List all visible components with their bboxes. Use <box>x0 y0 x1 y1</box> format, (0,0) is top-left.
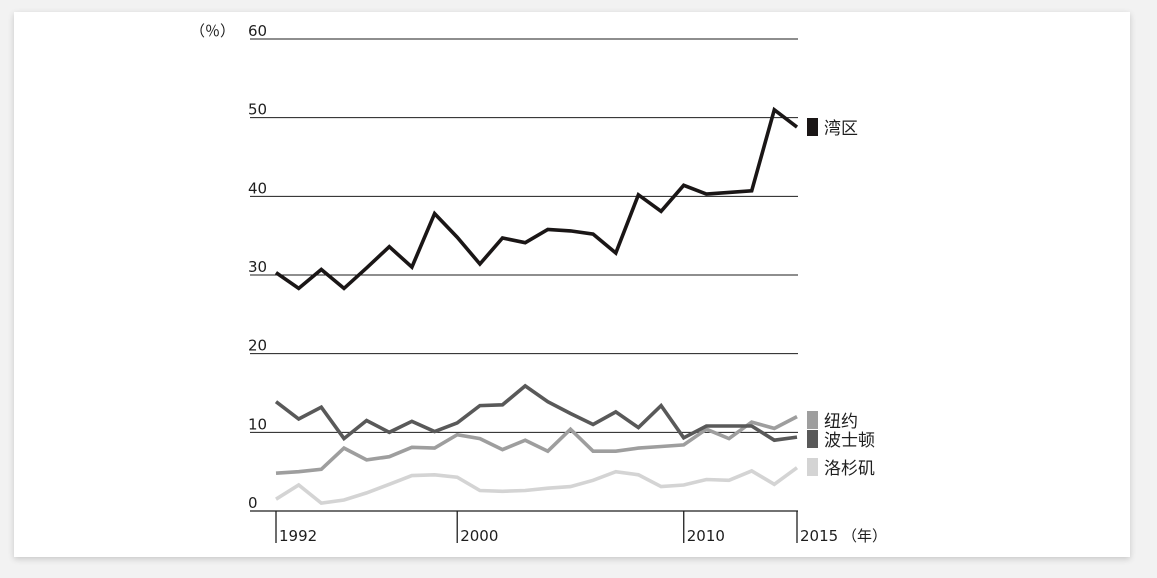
y-tick-label: 20 <box>248 337 267 355</box>
x-tick-label: 2000 <box>460 527 498 545</box>
x-unit-label: （年） <box>842 527 887 545</box>
series-line-0 <box>274 106 799 291</box>
y-tick-label: 10 <box>248 415 267 433</box>
series-line-1 <box>275 415 798 475</box>
legend-swatch <box>807 458 818 476</box>
legend-label: 波士顿 <box>824 431 875 451</box>
y-unit-label: （％） <box>190 22 235 40</box>
legend-label: 纽约 <box>824 412 858 432</box>
x-tick-label: 2010 <box>687 527 725 545</box>
legend-swatch <box>807 411 818 429</box>
y-tick-label: 60 <box>248 22 267 40</box>
legend-swatch <box>807 430 818 448</box>
legend-label: 湾区 <box>824 119 858 139</box>
x-tick-label: 2015 <box>800 527 838 545</box>
y-tick-label: 40 <box>248 179 267 197</box>
y-tick-label: 30 <box>248 258 267 276</box>
y-tick-label: 50 <box>248 101 267 119</box>
series-lines <box>274 106 799 505</box>
series-line-3 <box>275 466 799 505</box>
chart-card <box>14 12 1130 557</box>
axes: 0 10 20 30 40 50 60 1992 2000 2010 2015 <box>248 22 838 545</box>
y-tick-label: 0 <box>248 494 258 512</box>
x-tick-label: 1992 <box>279 527 317 545</box>
legend-label: 洛杉矶 <box>824 459 875 479</box>
series-line-2 <box>274 383 798 443</box>
legend-swatch <box>807 118 818 136</box>
